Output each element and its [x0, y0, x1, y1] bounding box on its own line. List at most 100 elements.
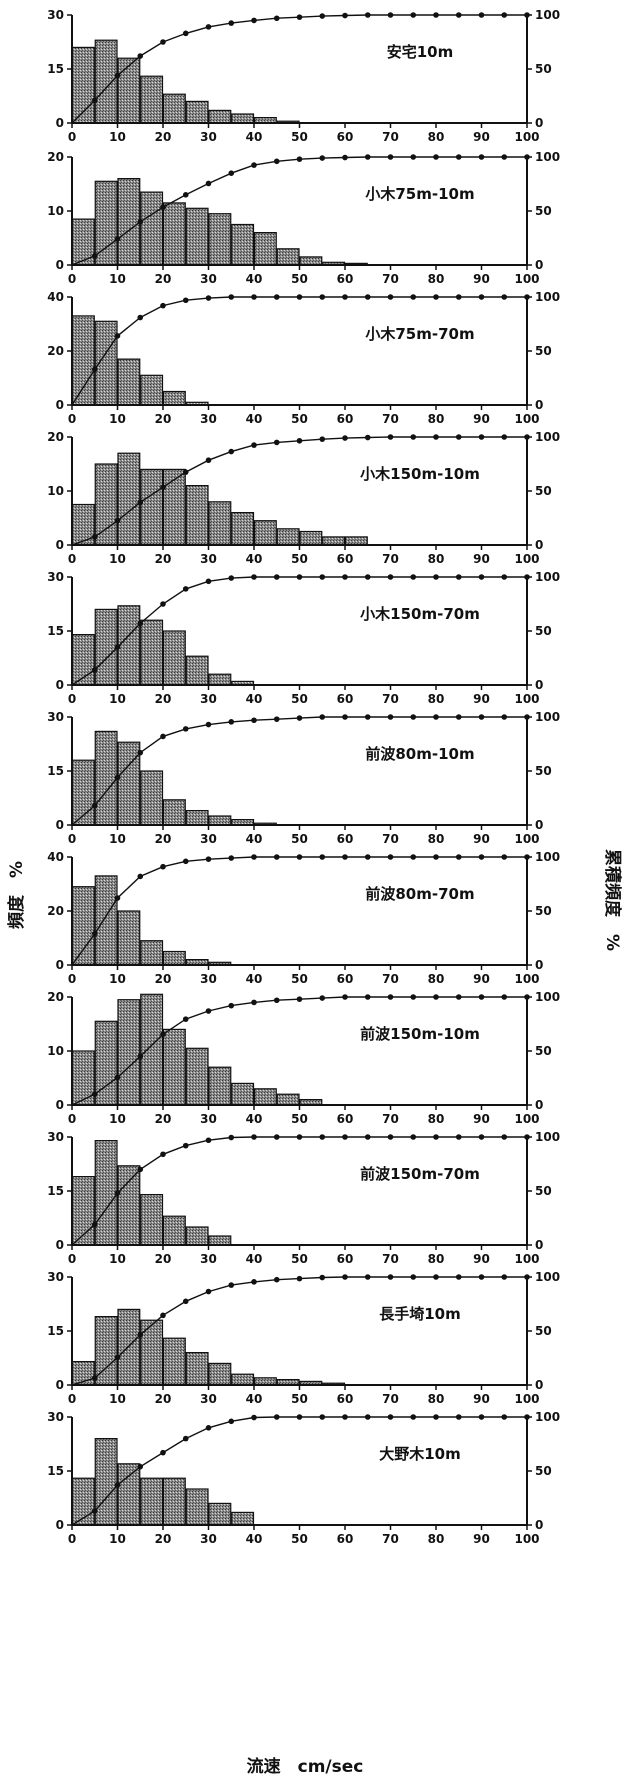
histogram-bar	[140, 1319, 164, 1386]
left-tick-label: 30	[47, 710, 64, 724]
x-tick-label: 0	[68, 552, 76, 566]
cumulative-point	[228, 1282, 235, 1288]
right-tick-label: 50	[535, 904, 552, 918]
x-tick-label: 50	[291, 272, 308, 286]
cumulative-point	[433, 154, 439, 160]
cumulative-point	[273, 574, 280, 580]
cumulative-point	[160, 39, 166, 45]
cumulative-point	[182, 30, 189, 37]
right-tick-label: 0	[535, 1238, 543, 1252]
cumulative-point	[433, 1274, 439, 1280]
cumulative-point	[114, 1190, 121, 1196]
cumulative-point	[364, 1414, 371, 1420]
x-tick-label: 50	[291, 692, 308, 706]
left-tick-label: 15	[47, 764, 64, 778]
left-tick-label: 0	[56, 1378, 64, 1392]
cumulative-point	[182, 1142, 189, 1149]
cumulative-point	[433, 1414, 439, 1420]
panel-label: 小木75m-70m	[365, 325, 474, 343]
cumulative-point	[501, 294, 508, 300]
cumulative-point	[160, 302, 166, 309]
histogram-bar	[231, 223, 255, 266]
x-tick-label: 40	[246, 130, 263, 144]
cumulative-point	[182, 726, 189, 732]
histogram-bar	[71, 218, 95, 266]
histogram-bar	[140, 1193, 164, 1246]
right-tick-label: 50	[535, 1464, 552, 1478]
cumulative-point	[342, 435, 348, 441]
x-tick-label: 90	[473, 692, 490, 706]
cumulative-point	[205, 180, 212, 187]
cumulative-point	[319, 13, 326, 19]
histogram-bar	[140, 770, 164, 826]
x-tick-label: 90	[473, 1252, 490, 1266]
cumulative-point	[433, 294, 439, 300]
left-tick-label: 0	[56, 1098, 64, 1112]
cumulative-point	[137, 499, 144, 506]
histogram-bar	[185, 655, 209, 686]
cumulative-point	[319, 294, 326, 300]
x-tick-label: 0	[68, 972, 76, 986]
cumulative-point	[410, 154, 417, 160]
cumulative-point	[273, 716, 280, 722]
cumulative-point	[501, 574, 508, 580]
left-tick-label: 40	[47, 850, 64, 864]
histogram-bar	[140, 374, 164, 406]
cumulative-point	[228, 448, 235, 455]
cumulative-point	[364, 154, 371, 160]
histogram-bar	[185, 207, 209, 266]
cumulative-point	[296, 1275, 303, 1282]
panel-label: 前波150m-70m	[360, 1165, 480, 1183]
cumulative-point	[205, 578, 212, 585]
right-tick-label: 100	[535, 1410, 560, 1424]
right-tick-label: 50	[535, 1324, 552, 1338]
histogram-bar	[117, 57, 141, 124]
panel-label: 小木150m-70m	[360, 605, 480, 623]
cumulative-point	[273, 1414, 280, 1420]
left-tick-label: 0	[56, 958, 64, 972]
cumulative-point	[455, 154, 462, 160]
cumulative-point	[410, 1134, 417, 1140]
x-tick-label: 70	[382, 272, 399, 286]
cumulative-point	[91, 97, 98, 104]
cumulative-point	[342, 1414, 348, 1420]
histogram-bar	[94, 608, 118, 686]
cumulative-point	[410, 294, 417, 300]
cumulative-point	[501, 1134, 508, 1140]
x-tick-label: 20	[155, 1392, 172, 1406]
cumulative-point	[273, 854, 280, 860]
x-tick-label: 30	[200, 412, 217, 426]
x-tick-label: 40	[246, 1112, 263, 1126]
cumulative-point	[501, 154, 508, 160]
cumulative-point	[205, 24, 212, 30]
left-tick-label: 0	[56, 258, 64, 272]
cumulative-point	[342, 714, 348, 720]
cumulative-point	[296, 715, 303, 721]
cumulative-point	[251, 162, 257, 168]
cumulative-point	[296, 574, 303, 580]
cumulative-point	[364, 1274, 371, 1280]
left-tick-label: 20	[47, 344, 64, 358]
histogram-bar	[117, 910, 141, 966]
histogram-bar	[94, 1437, 118, 1526]
histogram-bar	[344, 536, 368, 546]
cumulative-point	[455, 1274, 462, 1280]
x-tick-label: 40	[246, 1392, 263, 1406]
x-tick-label: 70	[382, 1392, 399, 1406]
right-tick-label: 100	[535, 1270, 560, 1284]
histogram-bar	[253, 1088, 277, 1106]
x-tick-label: 90	[473, 832, 490, 846]
cumulative-point	[433, 574, 439, 580]
cumulative-point	[251, 999, 257, 1006]
right-tick-label: 50	[535, 484, 552, 498]
cumulative-point	[410, 994, 417, 1000]
histogram-bar	[117, 1165, 141, 1246]
cumulative-point	[205, 457, 212, 464]
x-tick-label: 60	[337, 1392, 354, 1406]
cumulative-point	[228, 575, 235, 581]
cumulative-point	[137, 749, 144, 756]
cumulative-point	[501, 12, 508, 18]
